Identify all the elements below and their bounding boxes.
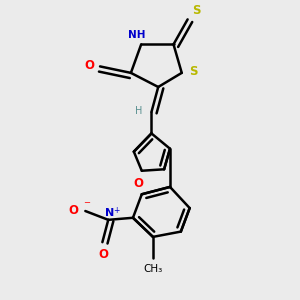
Text: N: N <box>105 208 114 218</box>
Text: S: S <box>189 65 197 78</box>
Text: S: S <box>192 4 200 17</box>
Text: O: O <box>69 204 79 217</box>
Text: H: H <box>135 106 142 116</box>
Text: O: O <box>84 59 94 72</box>
Text: NH: NH <box>128 30 146 40</box>
Text: −: − <box>84 198 91 207</box>
Text: +: + <box>114 206 120 214</box>
Text: O: O <box>98 248 108 261</box>
Text: CH₃: CH₃ <box>143 264 163 274</box>
Text: O: O <box>134 177 144 190</box>
